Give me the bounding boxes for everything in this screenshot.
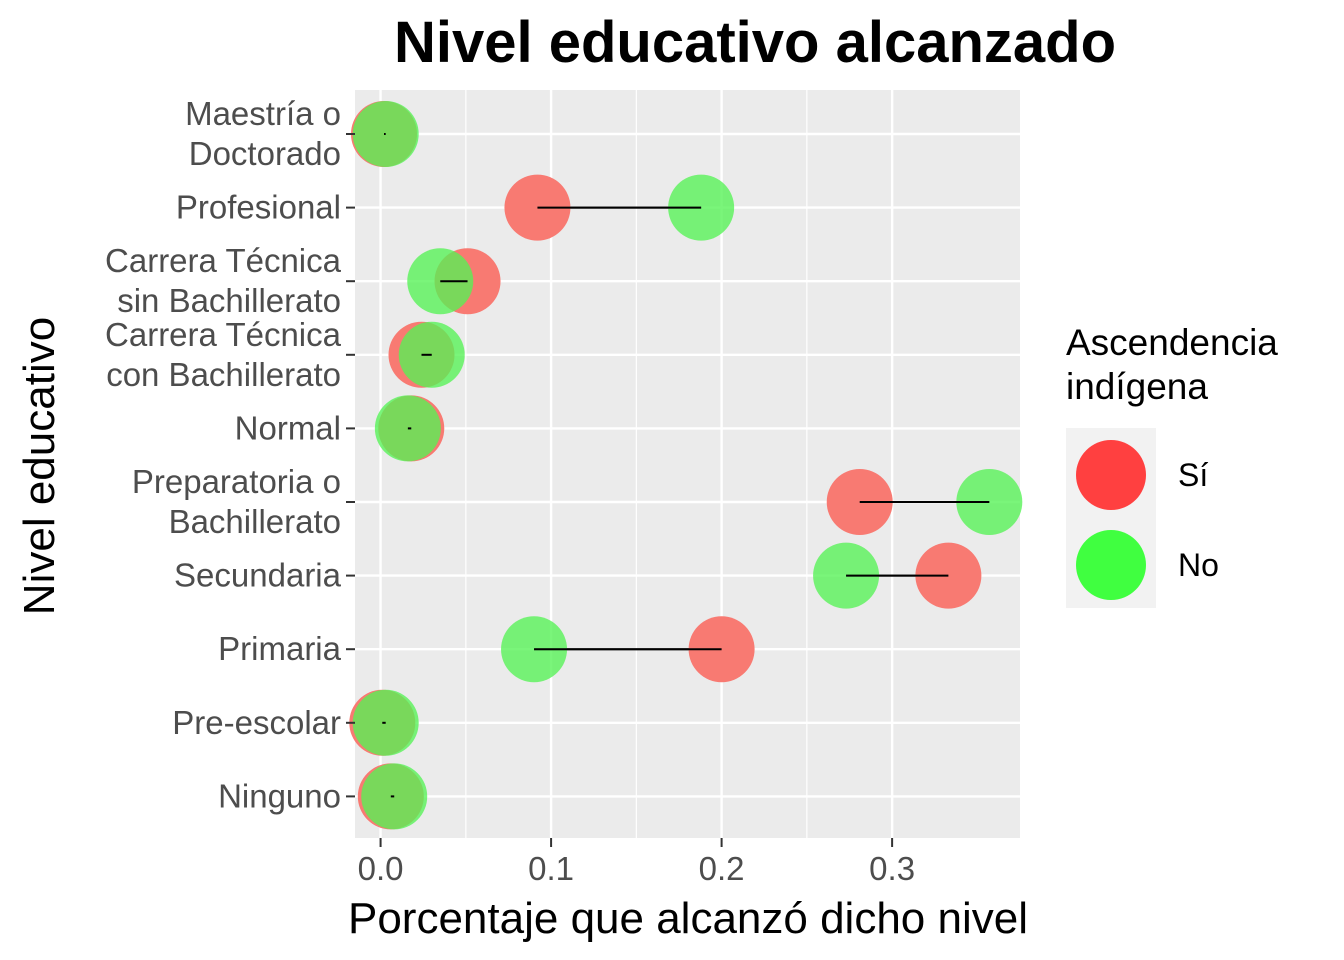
y-tick-label-line: Carrera Técnica bbox=[105, 242, 342, 279]
y-tick-label: Carrera Técnica con Bachillerato bbox=[105, 316, 342, 393]
y-tick-label: Preparatoria o Bachillerato bbox=[132, 463, 341, 540]
y-tick-label: Maestría o Doctorado bbox=[185, 95, 341, 172]
y-tick-label-line: Pre-escolar bbox=[172, 704, 341, 741]
y-tick-label-line: Primaria bbox=[218, 630, 341, 667]
legend-title-line: indígena bbox=[1066, 366, 1208, 407]
legend-label-no: No bbox=[1178, 547, 1219, 583]
points bbox=[349, 101, 1023, 830]
y-tick-label-line: Profesional bbox=[176, 189, 341, 226]
legend-key-si bbox=[1076, 440, 1146, 510]
legend-label-si: Sí bbox=[1178, 457, 1208, 493]
x-axis-ticks: 0.0 0.1 0.2 0.3 bbox=[358, 838, 915, 887]
y-tick-label-line: con Bachillerato bbox=[106, 356, 341, 393]
x-tick-label: 0.3 bbox=[869, 850, 915, 887]
legend-title: Ascendencia indígena bbox=[1066, 322, 1278, 407]
x-tick-label: 0.1 bbox=[528, 850, 574, 887]
legend-key-no bbox=[1076, 530, 1146, 600]
y-tick-label-line: Doctorado bbox=[189, 135, 341, 172]
y-tick-label: Carrera Técnica sin Bachillerato bbox=[105, 242, 342, 319]
chart-title: Nivel educativo alcanzado bbox=[394, 10, 1116, 75]
y-axis-ticks: Maestría o Doctorado Profesional Carrera Té… bbox=[105, 95, 355, 814]
y-tick-label-line: Normal bbox=[235, 409, 341, 446]
x-tick-label: 0.0 bbox=[358, 850, 404, 887]
y-tick-label-line: Bachillerato bbox=[169, 503, 341, 540]
y-tick-label-line: Secundaria bbox=[174, 557, 342, 594]
y-tick-label: Secundaria bbox=[174, 557, 342, 594]
y-tick-label: Pre-escolar bbox=[172, 704, 341, 741]
x-axis-title: Porcentaje que alcanzó dicho nivel bbox=[348, 894, 1028, 943]
x-tick-label: 0.2 bbox=[699, 850, 745, 887]
y-tick-label-line: sin Bachillerato bbox=[117, 282, 341, 319]
y-tick-label: Ninguno bbox=[218, 777, 341, 814]
y-tick-label: Primaria bbox=[218, 630, 341, 667]
y-tick-label-line: Ninguno bbox=[218, 777, 341, 814]
legend-title-line: Ascendencia bbox=[1066, 322, 1278, 363]
y-tick-label-line: Carrera Técnica bbox=[105, 316, 342, 353]
y-tick-label-line: Preparatoria o bbox=[132, 463, 341, 500]
legend: Ascendencia indígena Sí No bbox=[1066, 322, 1278, 608]
y-tick-label: Normal bbox=[235, 409, 341, 446]
y-tick-label-line: Maestría o bbox=[185, 95, 341, 132]
y-tick-label: Profesional bbox=[176, 189, 341, 226]
y-axis-title: Nivel educativo bbox=[15, 317, 64, 615]
